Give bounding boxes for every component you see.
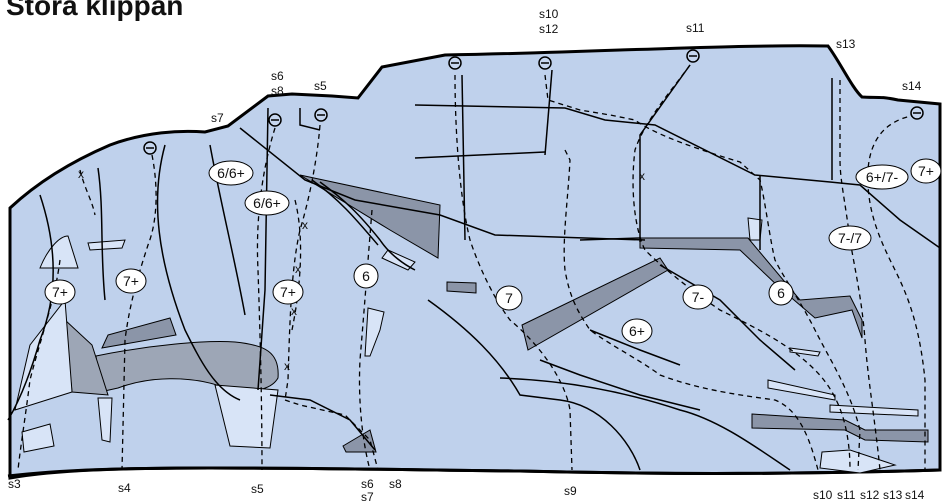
rock-flake bbox=[21, 423, 55, 453]
route-label: s5 bbox=[251, 482, 264, 496]
rock-flake bbox=[39, 235, 79, 269]
grade-label: 7- bbox=[692, 289, 705, 305]
grade-label: 7 bbox=[505, 290, 513, 306]
bolt-anchor-icon bbox=[143, 49, 924, 155]
grade-label: 7+ bbox=[918, 163, 934, 179]
x-mark: x bbox=[291, 304, 297, 318]
rock-flake bbox=[87, 239, 126, 251]
route-label: s13 bbox=[883, 488, 903, 502]
x-marks: x x x x x x bbox=[78, 167, 645, 373]
route-lines bbox=[17, 64, 926, 471]
ground-line bbox=[7, 466, 941, 478]
page-title: Stora klippan bbox=[6, 0, 184, 21]
rock-flake bbox=[97, 397, 113, 443]
route-label: s13 bbox=[836, 37, 856, 51]
route-label: s3 bbox=[8, 477, 21, 491]
x-mark: x bbox=[78, 167, 84, 181]
grade-label: 7+ bbox=[280, 284, 296, 300]
grade-label: 6 bbox=[777, 285, 785, 301]
x-mark: x bbox=[295, 262, 301, 276]
route-label: s7 bbox=[361, 490, 374, 503]
route-label: s4 bbox=[118, 481, 131, 495]
white-ledge bbox=[767, 379, 836, 401]
grade-label: 6 bbox=[362, 268, 370, 284]
grade-label: 7+ bbox=[123, 273, 139, 289]
small-ledge bbox=[751, 413, 929, 443]
small-ledge bbox=[342, 429, 377, 453]
grade-label: 6+/7- bbox=[866, 169, 899, 185]
route-label: s6 bbox=[361, 477, 374, 491]
small-ledge bbox=[446, 281, 477, 294]
route-label: s9 bbox=[564, 484, 577, 498]
grade-label: 7-/7 bbox=[838, 230, 862, 246]
grade-label: 6/6+ bbox=[217, 165, 245, 181]
white-ledge bbox=[364, 307, 385, 357]
bottom-route-labels: s3 s4 s5 s6 s7 s8 s9 s10 s11 s12 s13 s14 bbox=[8, 477, 925, 503]
route-label: s10 bbox=[539, 7, 559, 21]
white-ledge bbox=[829, 404, 919, 417]
white-ledge bbox=[789, 347, 821, 357]
grade-label: 6+ bbox=[629, 323, 645, 339]
route-label: s14 bbox=[902, 79, 922, 93]
route-label: s12 bbox=[860, 488, 880, 502]
route-label: s8 bbox=[271, 84, 284, 98]
route-label: s11 bbox=[686, 21, 705, 35]
rock-face bbox=[8, 44, 942, 480]
white-ledge bbox=[819, 449, 897, 474]
route-label: s5 bbox=[314, 79, 327, 93]
grade-label: 7+ bbox=[52, 284, 68, 300]
route-label: s8 bbox=[389, 477, 402, 491]
x-mark: x bbox=[639, 169, 645, 183]
ledge-shadow bbox=[101, 317, 177, 349]
grade-badges: 6/6+ 6/6+ 7+ 7+ 7+ 6 7 7- 6+ 6 7-/7 6+/7… bbox=[44, 158, 942, 344]
ledge-shadow bbox=[299, 174, 441, 259]
top-route-labels: s10 s12 s11 s13 s14 s6 s8 s5 s7 bbox=[211, 7, 922, 125]
route-label: s6 bbox=[271, 69, 284, 83]
route-label: s12 bbox=[539, 22, 559, 36]
route-label: s10 bbox=[813, 488, 833, 502]
route-label: s14 bbox=[905, 488, 925, 502]
grade-label: 6/6+ bbox=[253, 195, 281, 211]
x-mark: x bbox=[284, 359, 290, 373]
x-mark: x bbox=[302, 218, 308, 232]
crack-lines bbox=[7, 64, 941, 471]
route-label: s11 bbox=[837, 488, 856, 502]
route-label: s7 bbox=[211, 111, 224, 125]
